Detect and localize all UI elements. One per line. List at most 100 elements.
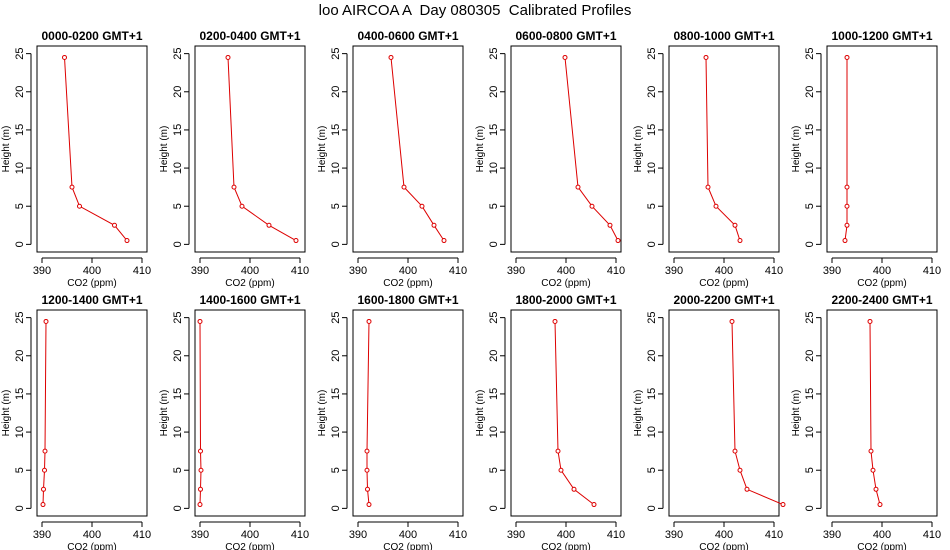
y-tick-label: 15	[172, 124, 184, 136]
y-tick-label: 5	[330, 203, 342, 209]
y-tick-label: 20	[488, 86, 500, 98]
profile-line	[366, 321, 370, 505]
plot-frame	[194, 309, 306, 517]
y-tick-label: 20	[488, 350, 500, 362]
y-tick-label: 10	[646, 426, 658, 438]
profile-point	[555, 448, 561, 454]
y-tick-label: 15	[804, 124, 816, 136]
profile-panel: 1600-1800 GMT+1 390 400 410 CO2 (ppm) 0 5 10 15 2…	[317, 293, 467, 550]
y-tick-label: 20	[172, 350, 184, 362]
profile-point	[873, 486, 879, 492]
y-axis-label: Height (m)	[159, 390, 170, 437]
y-tick-label: 15	[488, 388, 500, 400]
x-axis-label: CO2 (ppm)	[67, 278, 116, 289]
y-tick-label: 5	[646, 467, 658, 473]
y-axis-label: Height (m)	[317, 126, 328, 173]
x-tick-label: 410	[133, 265, 151, 277]
y-tick-label: 25	[330, 312, 342, 324]
profile-line	[390, 57, 445, 241]
y-tick-label: 10	[804, 162, 816, 174]
profile-panel: 2200-2400 GMT+1 390 400 410 CO2 (ppm) 0 5 10 15 2…	[791, 293, 941, 550]
profile-point	[112, 222, 117, 228]
profile-point	[364, 467, 370, 473]
y-tick-label: 25	[646, 312, 658, 324]
panel-title: 1800-2000 GMT+1	[515, 293, 616, 307]
y-tick-label: 15	[646, 124, 658, 136]
y-axis-label: Height (m)	[475, 390, 486, 437]
figure-title: loo AIRCOA A Day 080305 Calibrated Profi…	[318, 2, 632, 19]
profile-panel: 0200-0400 GMT+1 390 400 410 CO2 (ppm) 0 5 10 15 2…	[159, 29, 309, 289]
profile-point	[198, 467, 204, 473]
profile-point	[562, 54, 568, 60]
y-tick-label: 20	[646, 86, 658, 98]
y-tick-label: 25	[804, 48, 816, 60]
x-tick-label: 390	[507, 529, 525, 541]
plot-frame	[36, 45, 148, 253]
y-tick-label: 20	[14, 350, 26, 362]
profile-panel: 1400-1600 GMT+1 390 400 410 CO2 (ppm) 0 5 10 15 2…	[159, 293, 309, 550]
profile-point	[401, 184, 407, 190]
profile-point	[607, 222, 613, 228]
y-tick-label: 0	[646, 241, 658, 247]
x-tick-label: 390	[33, 265, 51, 277]
y-tick-label: 20	[172, 86, 184, 98]
profile-point	[615, 238, 621, 244]
y-tick-label: 0	[14, 241, 26, 247]
y-tick-label: 25	[14, 312, 26, 324]
panel-title: 2000-2200 GMT+1	[673, 293, 774, 307]
x-tick-label: 410	[133, 529, 151, 541]
x-axis-label: CO2 (ppm)	[383, 542, 432, 550]
profile-point	[844, 184, 850, 190]
y-tick-label: 20	[804, 86, 816, 98]
profile-point	[419, 203, 425, 209]
profile-line	[42, 321, 47, 505]
y-tick-label: 25	[646, 48, 658, 60]
x-tick-label: 410	[449, 529, 467, 541]
profile-point	[198, 448, 203, 454]
profile-point	[198, 486, 203, 492]
x-tick-label: 410	[923, 265, 941, 277]
y-tick-label: 0	[488, 505, 500, 511]
profile-point	[77, 203, 82, 209]
panel-title: 0800-1000 GMT+1	[673, 29, 774, 43]
profile-point	[366, 502, 372, 508]
profile-point	[42, 448, 48, 454]
y-tick-label: 0	[804, 505, 816, 511]
y-tick-label: 25	[172, 48, 184, 60]
profile-point	[552, 318, 558, 324]
y-tick-label: 5	[172, 467, 184, 473]
profile-point	[62, 54, 67, 60]
x-axis-label: CO2 (ppm)	[383, 278, 432, 289]
y-tick-label: 10	[488, 426, 500, 438]
profile-panel: 1200-1400 GMT+1 390 400 410 CO2 (ppm) 0 5 10 15 2…	[1, 293, 151, 550]
x-tick-label: 410	[923, 529, 941, 541]
profile-point	[737, 238, 743, 244]
x-axis-label: CO2 (ppm)	[699, 278, 748, 289]
y-tick-label: 20	[330, 350, 342, 362]
y-tick-label: 10	[330, 162, 342, 174]
profile-point	[69, 184, 75, 190]
y-tick-label: 25	[488, 312, 500, 324]
x-tick-label: 390	[665, 529, 683, 541]
y-axis-label: Height (m)	[317, 390, 328, 437]
profile-point	[870, 467, 876, 473]
y-tick-label: 20	[646, 350, 658, 362]
plot-frame	[668, 45, 780, 253]
x-axis-label: CO2 (ppm)	[857, 542, 906, 550]
y-tick-label: 25	[804, 312, 816, 324]
plot-frame	[194, 45, 306, 253]
plot-frame	[668, 309, 780, 517]
profile-point	[558, 467, 564, 473]
x-tick-label: 400	[557, 265, 575, 277]
profile-line	[869, 321, 881, 505]
panel-title: 1600-1800 GMT+1	[357, 293, 458, 307]
y-tick-label: 10	[646, 162, 658, 174]
y-tick-label: 15	[646, 388, 658, 400]
profile-point	[732, 222, 738, 228]
x-tick-label: 410	[607, 529, 625, 541]
x-tick-label: 410	[765, 529, 783, 541]
y-axis-label: Height (m)	[791, 126, 802, 173]
profile-point	[225, 54, 231, 60]
x-axis-label: CO2 (ppm)	[225, 542, 274, 550]
panel-title: 2200-2400 GMT+1	[831, 293, 932, 307]
